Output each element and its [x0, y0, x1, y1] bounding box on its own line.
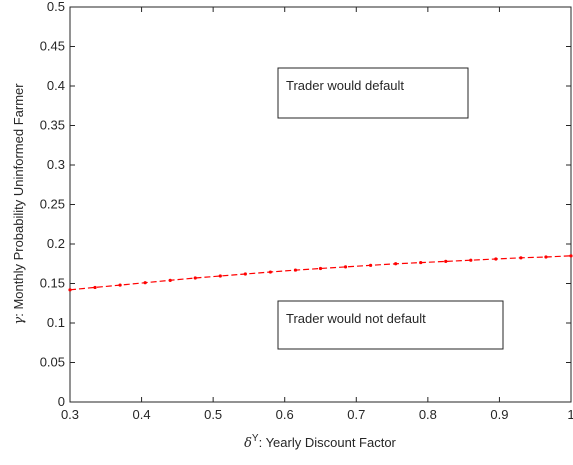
x-tick-label: 1 — [567, 407, 573, 422]
data-point — [168, 278, 172, 282]
y-tick-label: 0.2 — [47, 236, 65, 251]
data-point — [369, 263, 373, 267]
y-tick-label: 0.35 — [40, 118, 65, 133]
x-axis-label-superscript: Y — [252, 433, 259, 444]
x-axis-label-text: : Yearly Discount Factor — [259, 435, 397, 450]
y-tick-label: 0.25 — [40, 197, 65, 212]
y-tick-label: 0.05 — [40, 355, 65, 370]
data-point — [318, 266, 323, 271]
series-line — [69, 255, 572, 291]
data-point — [469, 258, 473, 262]
x-tick-label: 0.7 — [347, 407, 365, 422]
y-tick-label: 0.15 — [40, 276, 65, 291]
data-point — [444, 259, 448, 263]
annotation-default-box — [277, 67, 469, 119]
data-point — [268, 270, 272, 274]
y-tick-label: 0.3 — [47, 157, 65, 172]
data-point — [143, 281, 147, 285]
data-point — [494, 257, 498, 261]
annotation-default-text: Trader would default — [286, 78, 404, 93]
data-point — [193, 276, 197, 280]
y-axis-label: γ: Monthly Probability Uninformed Farmer — [11, 83, 27, 325]
annotation-not-default-text: Trader would not default — [286, 311, 426, 326]
data-point — [569, 254, 573, 258]
x-tick-label: 0.6 — [276, 407, 294, 422]
y-tick-label: 0 — [58, 394, 65, 409]
x-tick-label: 0.4 — [133, 407, 151, 422]
x-axis-label-symbol: δ — [244, 436, 252, 451]
data-point — [243, 272, 247, 276]
data-point — [544, 255, 548, 259]
annotation-not-default-box — [277, 300, 504, 350]
data-point — [343, 265, 348, 269]
x-tick-label: 0.3 — [61, 407, 79, 422]
y-tick-label: 0.45 — [40, 39, 65, 54]
y-tick-label: 0.4 — [47, 78, 65, 93]
data-point — [394, 262, 398, 266]
y-tick-label: 0.1 — [47, 315, 65, 330]
x-axis-label: δY: Yearly Discount Factor — [244, 433, 396, 451]
data-point — [93, 285, 97, 290]
x-tick-label: 0.5 — [204, 407, 222, 422]
data-point — [68, 288, 72, 292]
data-point — [118, 283, 122, 287]
data-point — [519, 256, 523, 260]
data-point — [419, 260, 423, 265]
y-axis: 0 0.05 0.1 0.15 0.2 0.25 0.3 0.35 0.4 0.45 0.5 — [40, 0, 571, 409]
x-tick-label: 0.8 — [419, 407, 437, 422]
y-tick-label: 0.5 — [47, 0, 65, 14]
data-point — [293, 268, 298, 272]
y-axis-label-symbol: γ — [12, 317, 27, 325]
annotation-default: Trader would default — [277, 67, 469, 119]
annotation-not-default: Trader would not default — [277, 300, 504, 350]
series-layer — [68, 254, 573, 292]
x-axis: 0.3 0.4 0.5 0.6 0.7 0.8 0.9 1 — [61, 7, 573, 422]
data-point — [218, 274, 222, 278]
y-axis-label-text: : Monthly Probability Uninformed Farmer — [11, 83, 26, 317]
x-tick-label: 0.9 — [490, 407, 508, 422]
